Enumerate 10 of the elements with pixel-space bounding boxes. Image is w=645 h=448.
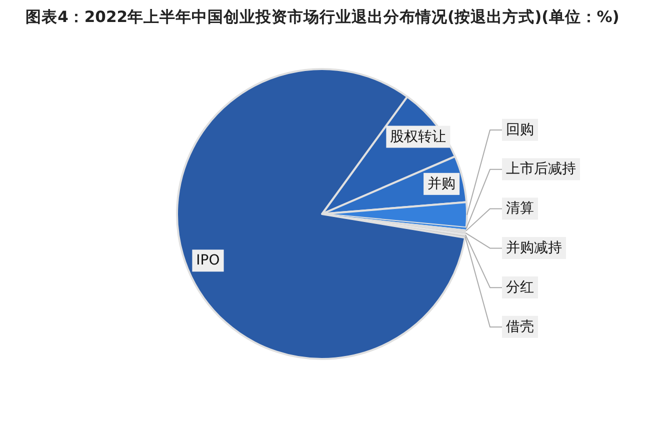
- slice-label: 并购: [428, 176, 456, 192]
- slice-label: IPO: [196, 252, 220, 269]
- slice-label: 并购减持: [506, 240, 562, 256]
- slice-label: 上市后减持: [506, 161, 576, 178]
- slice-label: 股权转让: [390, 128, 446, 145]
- slice-label: 清算: [506, 200, 534, 217]
- slice-label: 分红: [506, 279, 534, 296]
- slice-label: 回购: [506, 122, 534, 138]
- chart-title: 图表4：2022年上半年中国创业投资市场行业退出分布情况(按退出方式)(单位：%): [26, 7, 620, 26]
- slice-label: 借壳: [506, 318, 534, 335]
